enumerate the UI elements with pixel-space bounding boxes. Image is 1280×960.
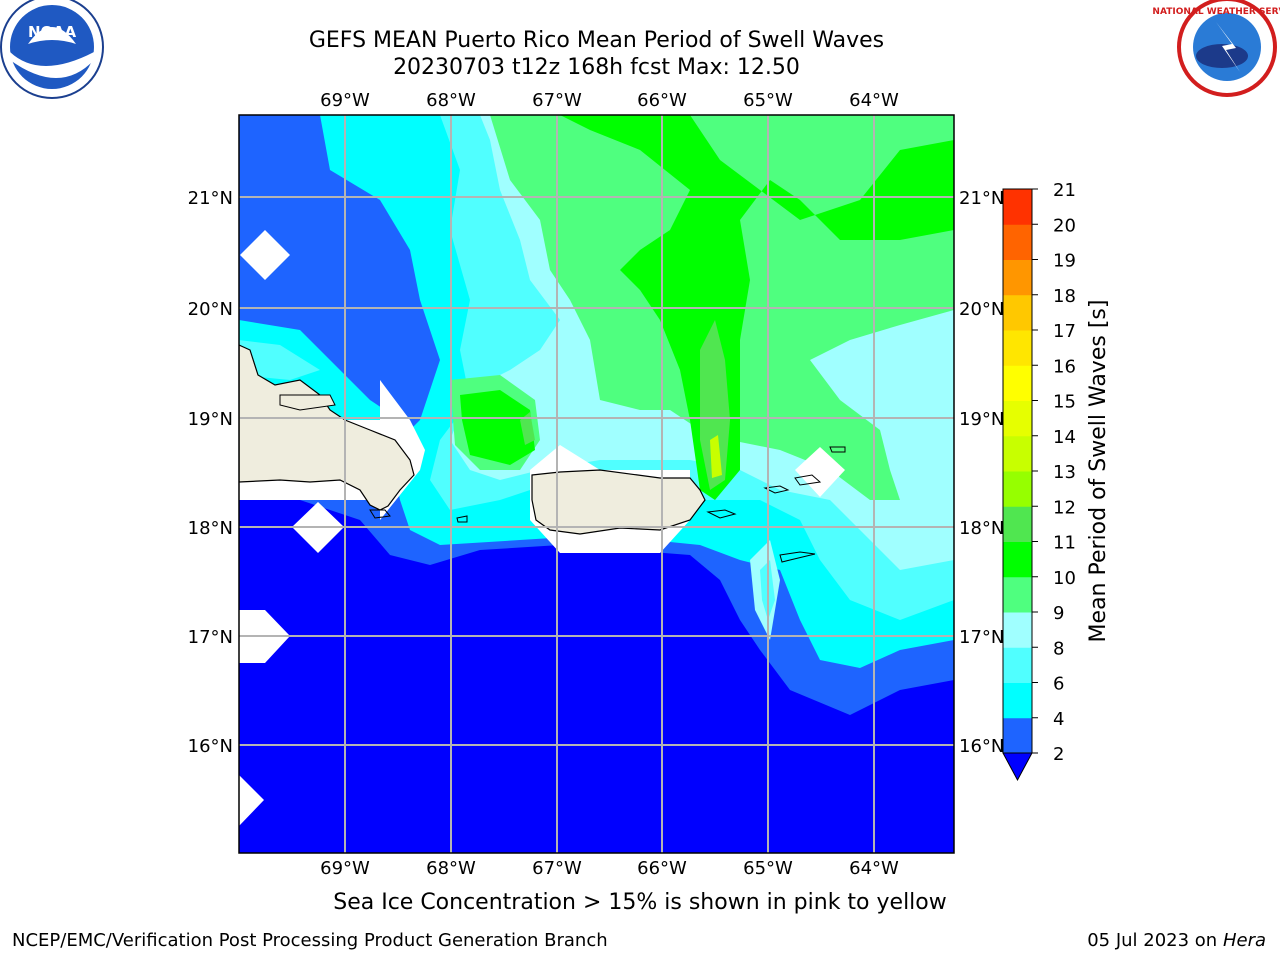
lon-label-top: 69°W	[320, 90, 370, 111]
sea-ice-caption: Sea Ice Concentration > 15% is shown in …	[333, 890, 947, 915]
noaa-logo-text: NOAA	[28, 23, 77, 41]
colorbar-segment	[1003, 471, 1032, 507]
lon-label-bottom: 64°W	[849, 858, 899, 879]
lon-label-bottom: 65°W	[743, 858, 793, 879]
land-saona	[369, 509, 391, 519]
colorbar-segment	[1003, 647, 1032, 683]
colorbar-segment	[1003, 400, 1032, 437]
map-frame	[238, 114, 955, 854]
colorbar-label: Mean Period of Swell Waves [s]	[1086, 300, 1111, 643]
band-11-12	[700, 320, 730, 490]
lon-label-top: 68°W	[426, 90, 476, 111]
lat-label-left: 19°N	[188, 409, 233, 430]
footer-producer: NCEP/EMC/Verification Post Processing Pr…	[12, 930, 608, 951]
footer-date: 05 Jul 2023 on Hera	[1087, 930, 1266, 951]
chart-title: GEFS MEAN Puerto Rico Mean Period of Swe…	[308, 28, 885, 53]
colorbar-segment	[1003, 259, 1032, 296]
lat-label-right: 16°N	[959, 736, 1004, 757]
lon-label-bottom: 66°W	[637, 858, 687, 879]
footer-date-text: 05 Jul 2023 on	[1087, 930, 1223, 951]
colorbar-segment	[1003, 541, 1032, 578]
band-12-13	[710, 435, 722, 478]
land-samana	[279, 394, 336, 411]
colorbar-tick-label: 13	[1053, 462, 1076, 483]
colorbar-tick-label: 2	[1053, 744, 1064, 765]
missing-data-sw2	[239, 775, 264, 826]
colorbar-tick-label: 19	[1053, 251, 1076, 272]
nws-logo-text: NATIONAL WEATHER SERVICE	[1152, 7, 1280, 17]
lat-label-right: 18°N	[959, 518, 1004, 539]
colorbar-tick-label: 15	[1053, 392, 1076, 413]
colorbar-tick-label: 14	[1053, 427, 1076, 448]
lat-label-right: 21°N	[959, 188, 1004, 209]
colorbar-segment	[1003, 682, 1032, 719]
lon-label-top: 64°W	[849, 90, 899, 111]
colorbar-segment	[1003, 224, 1032, 260]
colorbar-tick-label: 4	[1053, 709, 1064, 730]
colorbar-under-arrow	[1002, 752, 1033, 782]
colorbar-segment	[1003, 506, 1032, 542]
band-10-11	[560, 115, 954, 500]
band-10-11-center	[460, 390, 535, 465]
colorbar-segment	[1003, 189, 1032, 225]
nws-logo: NATIONAL WEATHER SERVICE	[1152, 0, 1280, 97]
land-hispaniola	[239, 344, 415, 511]
lon-label-bottom: 68°W	[426, 858, 476, 879]
colorbar-tick-label: 21	[1053, 180, 1076, 201]
graticule	[239, 115, 954, 853]
missing-data-nw	[240, 230, 290, 280]
lat-label-left: 17°N	[188, 627, 233, 648]
band-6-8-west	[239, 340, 320, 380]
lat-label-left: 18°N	[188, 518, 233, 539]
colorbar: 2 4 6 8 9 10 11 12 13 14 15 16 17 18 19 20 21	[1002, 180, 1076, 782]
colorbar-tick-label: 20	[1053, 215, 1076, 236]
lon-label-top: 66°W	[637, 90, 687, 111]
land-tortola	[794, 474, 822, 486]
land-st-thomas	[763, 485, 790, 494]
colorbar-tick-label: 10	[1053, 568, 1076, 589]
chart-subtitle: 20230703 t12z 168h fcst Max: 12.50	[393, 55, 800, 80]
colorbar-segment	[1003, 294, 1032, 331]
colorbar-segment	[1003, 612, 1032, 648]
colorbar-segment	[1003, 365, 1032, 401]
colorbar-segment	[1003, 435, 1032, 472]
land-st-croix	[779, 551, 816, 563]
lat-label-left: 20°N	[188, 299, 233, 320]
lon-label-top: 65°W	[743, 90, 793, 111]
lat-label-right: 17°N	[959, 627, 1004, 648]
colorbar-tick-label: 12	[1053, 497, 1076, 518]
lon-label-top: 67°W	[532, 90, 582, 111]
lon-label-bottom: 67°W	[532, 858, 582, 879]
lat-label-left: 21°N	[188, 188, 233, 209]
colorbar-tick-label: 6	[1053, 674, 1064, 695]
land-anegada	[829, 446, 846, 453]
colorbar-tick-label: 8	[1053, 638, 1064, 659]
colorbar-tick-label: 9	[1053, 603, 1064, 624]
lat-label-left: 16°N	[188, 736, 233, 757]
missing-data-vi	[795, 447, 845, 497]
colorbar-segment	[1003, 576, 1032, 613]
colorbar-segment	[1003, 717, 1032, 754]
colorbar-tick-label: 18	[1053, 286, 1076, 307]
land-mona	[456, 515, 468, 523]
lat-label-right: 19°N	[959, 409, 1004, 430]
footer-machine: Hera	[1222, 930, 1266, 951]
lat-label-right: 20°N	[959, 299, 1004, 320]
noaa-logo: NOAA	[0, 0, 104, 99]
colorbar-tick-label: 17	[1053, 321, 1076, 342]
colorbar-segment	[1003, 330, 1032, 366]
swell-period-field	[239, 115, 954, 853]
band-11-12-center	[520, 412, 535, 445]
land-vieques	[706, 509, 737, 519]
lon-label-bottom: 69°W	[320, 858, 370, 879]
colorbar-tick-label: 16	[1053, 356, 1076, 377]
colorbar-tick-label: 11	[1053, 533, 1076, 554]
